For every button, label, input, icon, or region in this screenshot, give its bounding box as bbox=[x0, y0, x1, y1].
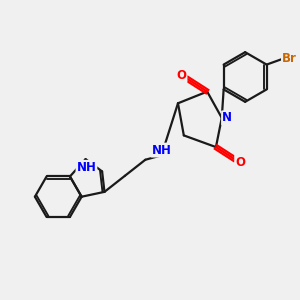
Text: Br: Br bbox=[282, 52, 297, 65]
Text: NH: NH bbox=[76, 161, 96, 174]
Text: O: O bbox=[176, 69, 187, 82]
Text: NH: NH bbox=[152, 144, 171, 157]
Text: N: N bbox=[222, 111, 232, 124]
Text: O: O bbox=[235, 156, 245, 169]
